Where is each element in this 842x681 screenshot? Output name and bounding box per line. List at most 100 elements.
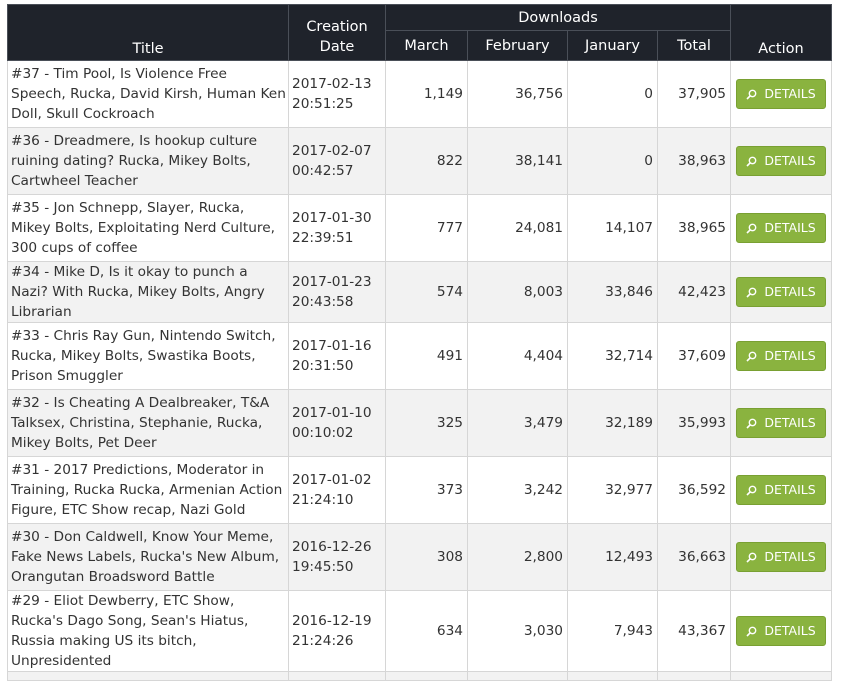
row-title: #34 - Mike D, Is it okay to punch a Nazi…	[7, 261, 289, 323]
row-february: 3,030	[467, 590, 568, 672]
row-january: 0	[567, 60, 658, 128]
details-button-label: DETAILS	[764, 220, 816, 235]
table-row: #36 - Dreadmere, Is hookup culture ruini…	[7, 127, 833, 195]
header-march[interactable]: March	[385, 30, 468, 61]
row-title: #30 - Don Caldwell, Know Your Meme, Fake…	[7, 523, 289, 591]
header-total[interactable]: Total	[656, 30, 732, 61]
details-button[interactable]: DETAILS	[736, 213, 827, 243]
row-total: 35,993	[656, 389, 732, 457]
search-icon	[746, 351, 757, 362]
row-title: #35 - Jon Schnepp, Slayer, Rucka, Mikey …	[7, 194, 289, 262]
row-february: 2,800	[467, 523, 568, 591]
details-button[interactable]: DETAILS	[736, 475, 827, 505]
header-action: Action	[730, 4, 833, 61]
row-total: 38,965	[656, 194, 732, 262]
row-title: #36 - Dreadmere, Is hookup culture ruini…	[7, 127, 289, 195]
row-february: 4,404	[467, 322, 568, 390]
search-icon	[746, 485, 757, 496]
row-creation-date: 2016-12-19 21:24:26	[288, 590, 386, 672]
header-downloads: Downloads	[384, 3, 732, 32]
row-march: 491	[385, 322, 468, 390]
row-creation-date: 2017-02-07 00:42:57	[288, 127, 386, 195]
row-creation-date: 2017-01-16 20:31:50	[288, 322, 386, 390]
row-january: 12,493	[567, 523, 658, 591]
search-icon	[746, 223, 757, 234]
search-icon	[746, 626, 757, 637]
row-total: 43,367	[656, 590, 732, 672]
row-february: 24,081	[467, 194, 568, 262]
details-button-label: DETAILS	[764, 86, 816, 101]
header-february[interactable]: February	[467, 30, 568, 61]
search-icon	[746, 287, 757, 298]
details-button[interactable]: DETAILS	[736, 79, 827, 109]
row-march: 1,149	[385, 60, 468, 128]
search-icon	[746, 418, 757, 429]
table-row: #35 - Jon Schnepp, Slayer, Rucka, Mikey …	[7, 194, 833, 262]
details-button-label: DETAILS	[764, 153, 816, 168]
header-creation-date-label: Creation Date	[306, 19, 368, 55]
details-button-label: DETAILS	[764, 348, 816, 363]
details-button-label: DETAILS	[764, 482, 816, 497]
search-icon	[746, 89, 757, 100]
row-total: 38,963	[656, 127, 732, 195]
row-january: 0	[567, 127, 658, 195]
details-button-label: DETAILS	[764, 623, 816, 638]
header-creation-date[interactable]: Creation Date	[288, 4, 386, 61]
row-title: #33 - Chris Ray Gun, Nintendo Switch, Ru…	[7, 322, 289, 390]
table-row: #33 - Chris Ray Gun, Nintendo Switch, Ru…	[7, 322, 833, 390]
table-row: #32 - Is Cheating A Dealbreaker, T&A Tal…	[7, 389, 833, 457]
row-title: #29 - Eliot Dewberry, ETC Show, Rucka's …	[7, 590, 289, 672]
table-row: #34 - Mike D, Is it okay to punch a Nazi…	[7, 261, 833, 323]
row-total: 37,905	[656, 60, 732, 128]
table-row-partial	[7, 671, 833, 681]
row-january: 32,714	[567, 322, 658, 390]
details-button[interactable]: DETAILS	[736, 146, 827, 176]
row-february: 3,242	[467, 456, 568, 524]
row-january: 7,943	[567, 590, 658, 672]
table-row: #37 - Tim Pool, Is Violence Free Speech,…	[7, 60, 833, 128]
row-creation-date: 2017-01-10 00:10:02	[288, 389, 386, 457]
row-march: 574	[385, 261, 468, 323]
row-february: 38,141	[467, 127, 568, 195]
details-button[interactable]: DETAILS	[736, 408, 827, 438]
details-button[interactable]: DETAILS	[736, 542, 827, 572]
details-button[interactable]: DETAILS	[736, 341, 827, 371]
row-total: 37,609	[656, 322, 732, 390]
row-creation-date: 2016-12-26 19:45:50	[288, 523, 386, 591]
row-march: 822	[385, 127, 468, 195]
downloads-table-container: Title Creation Date Downloads Action Mar…	[7, 3, 833, 681]
row-january: 33,846	[567, 261, 658, 323]
row-february: 3,479	[467, 389, 568, 457]
row-title: #31 - 2017 Predictions, Moderator in Tra…	[7, 456, 289, 524]
table-row: #31 - 2017 Predictions, Moderator in Tra…	[7, 456, 833, 524]
details-button[interactable]: DETAILS	[736, 277, 827, 307]
header-title[interactable]: Title	[7, 4, 289, 61]
details-button-label: DETAILS	[764, 415, 816, 430]
row-february: 8,003	[467, 261, 568, 323]
row-creation-date: 2017-02-13 20:51:25	[288, 60, 386, 128]
row-title: #32 - Is Cheating A Dealbreaker, T&A Tal…	[7, 389, 289, 457]
header-january[interactable]: January	[567, 30, 658, 61]
row-creation-date: 2017-01-23 20:43:58	[288, 261, 386, 323]
row-january: 32,977	[567, 456, 658, 524]
row-january: 14,107	[567, 194, 658, 262]
row-february: 36,756	[467, 60, 568, 128]
search-icon	[746, 156, 757, 167]
search-icon	[746, 552, 757, 563]
table-row: #30 - Don Caldwell, Know Your Meme, Fake…	[7, 523, 833, 591]
details-button[interactable]: DETAILS	[736, 616, 827, 646]
row-title: #37 - Tim Pool, Is Violence Free Speech,…	[7, 60, 289, 128]
row-january: 32,189	[567, 389, 658, 457]
row-total: 36,663	[656, 523, 732, 591]
row-march: 777	[385, 194, 468, 262]
row-march: 634	[385, 590, 468, 672]
row-march: 373	[385, 456, 468, 524]
table-row: #29 - Eliot Dewberry, ETC Show, Rucka's …	[7, 590, 833, 672]
details-button-label: DETAILS	[764, 284, 816, 299]
row-march: 308	[385, 523, 468, 591]
downloads-table: Title Creation Date Downloads Action Mar…	[7, 3, 833, 681]
details-button-label: DETAILS	[764, 549, 816, 564]
row-creation-date: 2017-01-02 21:24:10	[288, 456, 386, 524]
row-total: 36,592	[656, 456, 732, 524]
row-march: 325	[385, 389, 468, 457]
